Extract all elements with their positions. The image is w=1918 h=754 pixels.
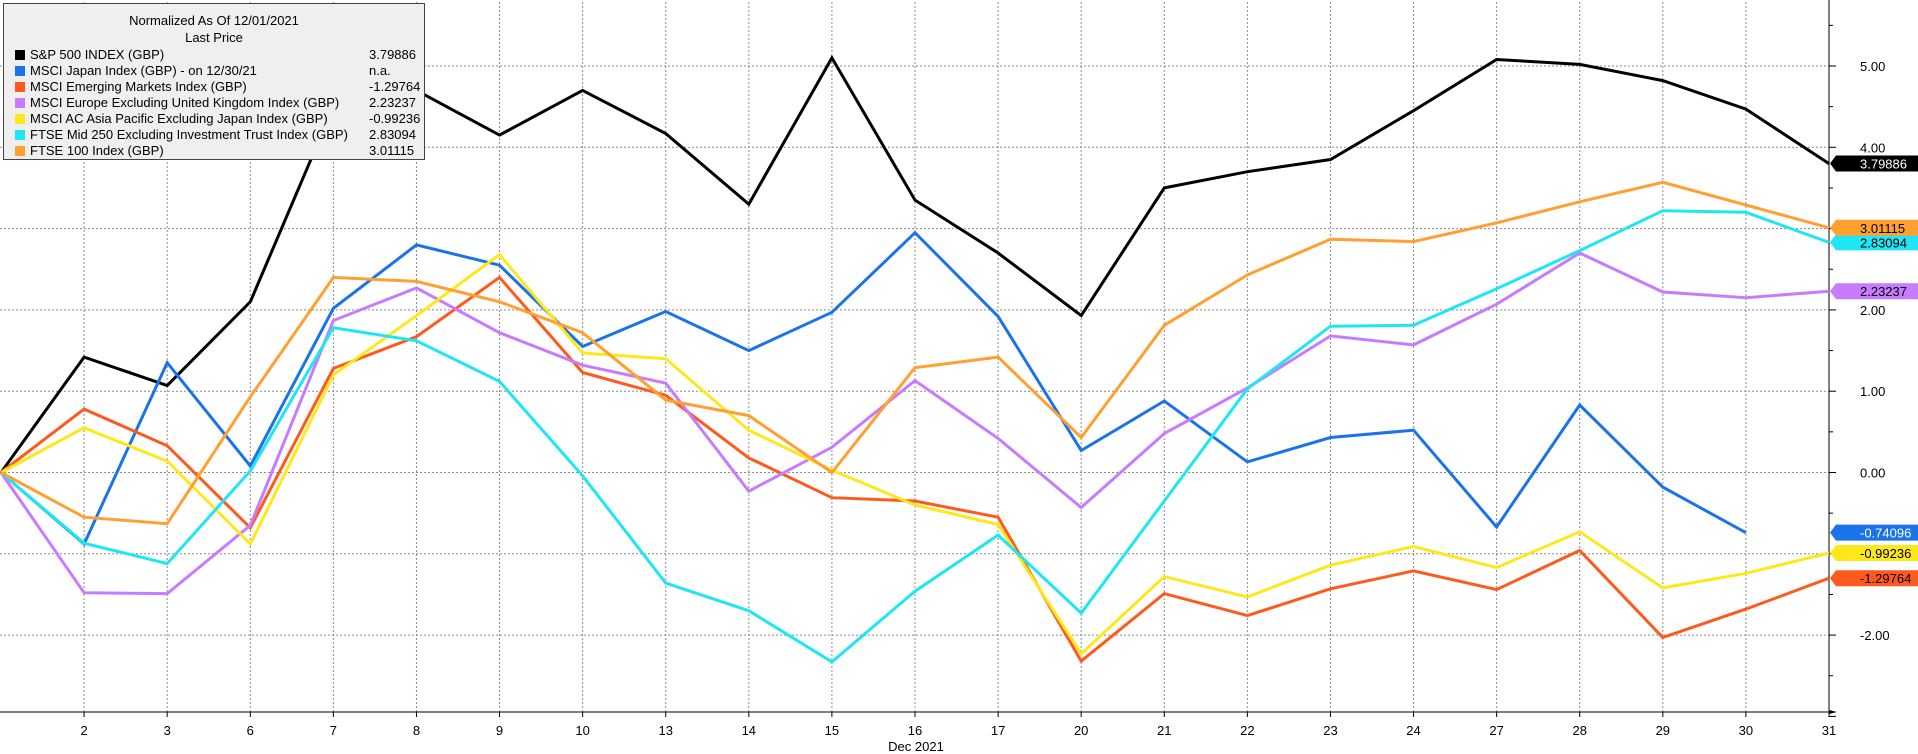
value-tag — [1830, 544, 1918, 561]
series-line — [0, 180, 1830, 526]
y-tick-label: 4.00 — [1860, 140, 1885, 155]
legend-item: MSCI Emerging Markets Index (GBP) -1.297… — [13, 79, 423, 95]
x-tick-label: 30 — [1739, 723, 1753, 738]
legend-item-value: 2.23237 — [369, 95, 416, 110]
legend-subtitle: Last Price — [185, 30, 243, 45]
legend-item-value: 2.83094 — [369, 127, 416, 142]
value-tag-label: 3.01115 — [1860, 221, 1905, 236]
value-tag — [1830, 219, 1918, 236]
value-tag-label: 3.79886 — [1860, 157, 1907, 172]
legend-item-name: MSCI Japan Index (GBP) - on 12/30/21 — [30, 63, 257, 78]
value-tag — [1830, 570, 1918, 587]
x-tick-label: 15 — [825, 723, 839, 738]
value-tag-label: -0.74096 — [1860, 526, 1911, 541]
legend-item-name: MSCI Emerging Markets Index (GBP) — [30, 79, 247, 94]
x-tick-label: 20 — [1074, 723, 1088, 738]
legend-title: Normalized As Of 12/01/2021 — [129, 13, 299, 28]
y-tick-label: 5.00 — [1860, 59, 1885, 74]
x-tick-label: 3 — [164, 723, 171, 738]
legend-swatch — [15, 82, 25, 92]
x-tick-label: 14 — [742, 723, 756, 738]
x-tick-label: 9 — [496, 723, 503, 738]
x-tick-label: 27 — [1489, 723, 1503, 738]
value-tag — [1830, 524, 1918, 541]
series-line — [0, 54, 1830, 474]
value-tag-label: -1.29764 — [1860, 571, 1911, 586]
legend-item: FTSE 100 Index (GBP) 3.01115 — [13, 143, 423, 159]
x-tick-label: 13 — [658, 723, 672, 738]
series-line — [0, 251, 1830, 596]
legend-item-value: 3.79886 — [369, 47, 416, 62]
legend-item-value: n.a. — [369, 63, 391, 78]
series-line — [0, 252, 1830, 657]
series-line — [0, 275, 1830, 664]
series-line — [0, 209, 1830, 664]
x-axis-label: Dec 2021 — [888, 739, 944, 754]
x-tick-label: 16 — [908, 723, 922, 738]
legend-item-name: FTSE 100 Index (GBP) — [30, 143, 164, 158]
x-tick-label: 10 — [575, 723, 589, 738]
legend-item-value: -1.29764 — [369, 79, 421, 94]
legend-item-name: MSCI Europe Excluding United Kingdom Ind… — [30, 95, 340, 110]
x-tick-label: 29 — [1656, 723, 1670, 738]
y-tick-label: -2.00 — [1860, 628, 1890, 643]
legend-swatch — [15, 50, 25, 60]
y-tick-label: 2.00 — [1860, 303, 1885, 318]
legend-item: MSCI Europe Excluding United Kingdom Ind… — [13, 95, 423, 111]
legend-item: MSCI Japan Index (GBP) - on 12/30/21 n.a… — [13, 63, 423, 79]
x-tick-label: 8 — [413, 723, 420, 738]
legend-swatch — [15, 130, 25, 140]
legend-item-name: S&P 500 INDEX (GBP) — [30, 47, 165, 62]
legend-item: FTSE Mid 250 Excluding Investment Trust … — [13, 127, 423, 143]
legend-item-name: MSCI AC Asia Pacific Excluding Japan Ind… — [30, 111, 328, 126]
value-tag-label: 2.23237 — [1860, 284, 1907, 299]
x-tick-label: 24 — [1406, 723, 1420, 738]
value-tag-label: 2.83094 — [1860, 235, 1907, 250]
legend-item-value: -0.99236 — [369, 111, 421, 126]
legend-swatch — [15, 66, 25, 76]
chart-legend: Normalized As Of 12/01/2021 Last Price S… — [3, 3, 425, 160]
x-tick-label: 23 — [1323, 723, 1337, 738]
legend-swatch — [15, 146, 25, 156]
y-axis-arrow — [1829, 710, 1837, 714]
value-tag — [1830, 234, 1918, 251]
y-tick-label: 0.00 — [1860, 466, 1885, 481]
legend-item-name: FTSE Mid 250 Excluding Investment Trust … — [30, 127, 348, 142]
legend-item-value: 3.01115 — [369, 143, 415, 158]
y-tick-label: 1.00 — [1860, 384, 1885, 399]
x-tick-label: 31 — [1822, 723, 1836, 738]
value-tag — [1830, 155, 1918, 172]
x-tick-label: 7 — [330, 723, 337, 738]
series-line — [0, 230, 1747, 547]
value-tag — [1830, 283, 1918, 300]
legend-item: S&P 500 INDEX (GBP) 3.79886 — [13, 47, 423, 63]
legend-item: MSCI AC Asia Pacific Excluding Japan Ind… — [13, 111, 423, 127]
x-tick-label: 17 — [991, 723, 1005, 738]
x-tick-label: 22 — [1240, 723, 1254, 738]
x-tick-label: 2 — [80, 723, 87, 738]
x-tick-label: 28 — [1572, 723, 1586, 738]
legend-swatch — [15, 114, 25, 124]
value-tag-label: -0.99236 — [1860, 546, 1911, 561]
legend-swatch — [15, 98, 25, 108]
x-tick-label: 21 — [1157, 723, 1171, 738]
x-tick-label: 6 — [247, 723, 254, 738]
